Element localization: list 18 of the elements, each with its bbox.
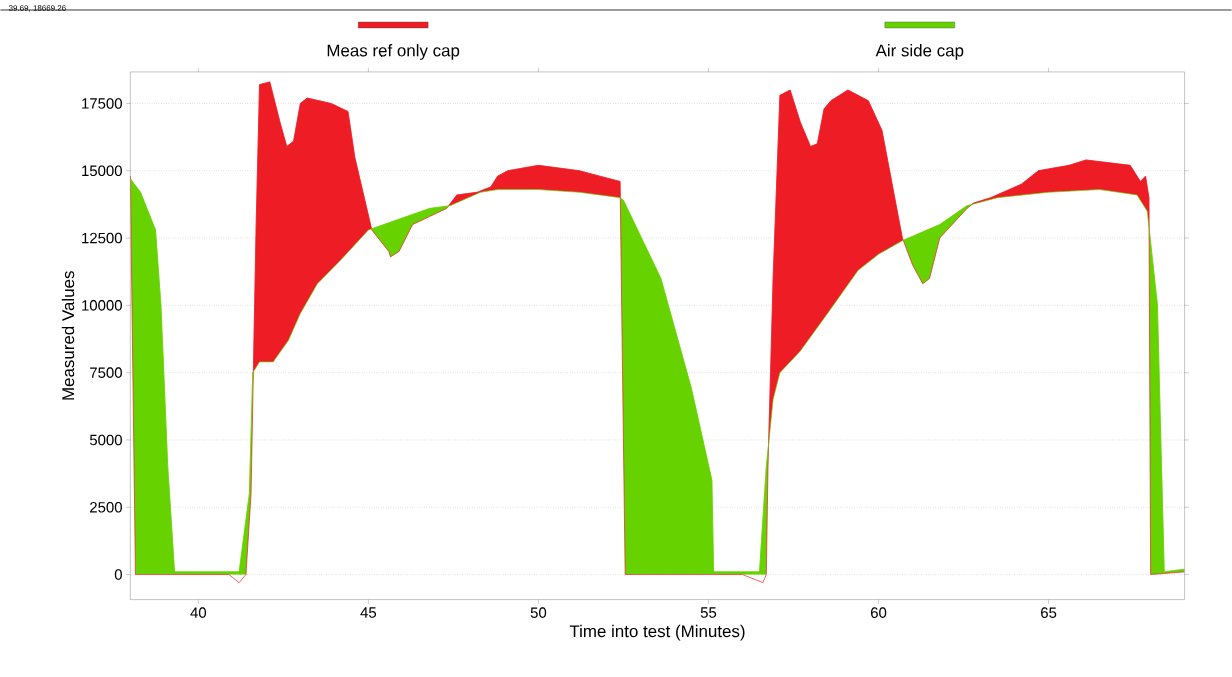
x-tick-label: 60 (871, 607, 887, 619)
y-tick-label: 7500 (90, 367, 122, 379)
x-tick-label: 45 (360, 607, 377, 618)
x-axis-title: Time into test (Minutes) (569, 625, 745, 641)
y-tick-label: 17500 (82, 98, 122, 109)
x-tick-label: 55 (700, 607, 717, 618)
legend-label: Air side cap (875, 44, 964, 61)
x-tick-label: 40 (190, 607, 207, 619)
x-tick-label: 65 (1041, 607, 1057, 619)
y-tick-label: 10000 (82, 300, 122, 311)
y-tick-label: 5000 (89, 434, 122, 446)
y-tick-label: 2500 (90, 502, 122, 513)
y-tick-label: 15000 (82, 165, 122, 177)
legend-label: Meas ref only cap (327, 44, 460, 61)
y-axis-title: Measured Values (61, 271, 75, 400)
x-tick-label: 50 (530, 607, 547, 619)
y-tick-label: 12500 (82, 232, 122, 244)
y-tick-label: 0 (114, 569, 122, 581)
